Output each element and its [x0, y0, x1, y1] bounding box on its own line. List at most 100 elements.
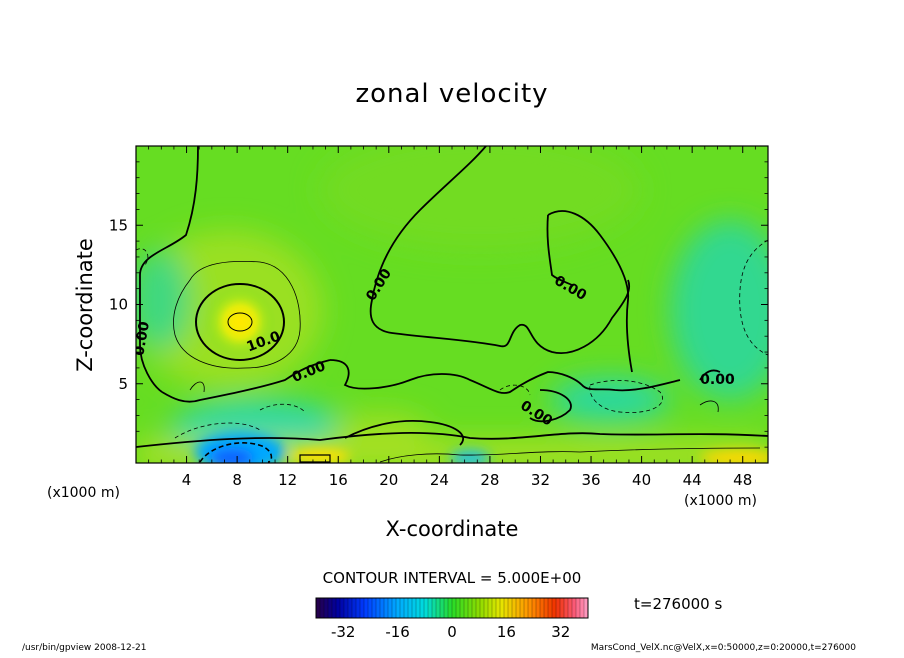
- colorbar-segment: [552, 598, 557, 618]
- colorbar-segment: [456, 598, 461, 618]
- colorbar-segment: [376, 598, 381, 618]
- colorbar-tick-label: -32: [331, 623, 356, 641]
- y-axis-title: Z-coordinate: [73, 238, 97, 372]
- colorbar-tick-label: 32: [551, 623, 570, 641]
- x-axis-ticks: 4 8 12 16 20 24 28 32 36 40 44 48: [148, 146, 756, 489]
- colorbar-segment: [404, 598, 409, 618]
- colorbar-segment: [524, 598, 529, 618]
- colorbar-segment: [512, 598, 517, 618]
- colorbar-segment: [516, 598, 521, 618]
- colorbar-segment: [560, 598, 565, 618]
- colorbar-segment: [528, 598, 533, 618]
- footer-left: /usr/bin/gpview 2008-12-21: [22, 643, 146, 653]
- colorbar-segment: [316, 598, 321, 618]
- colorbar-segment: [372, 598, 377, 618]
- x-tick-label: 36: [581, 471, 600, 489]
- colorbar-segment: [564, 598, 569, 618]
- y-tick-label: 15: [109, 216, 128, 234]
- colorbar-segment: [428, 598, 433, 618]
- colorbar-segment: [324, 598, 329, 618]
- y-axis-unit: (x1000 m): [47, 485, 120, 501]
- contour-label: 0.00: [700, 372, 735, 388]
- colorbar-segment: [468, 598, 473, 618]
- colorbar-segment: [452, 598, 457, 618]
- colorbar-segment: [492, 598, 497, 618]
- colorbar-segment: [496, 598, 501, 618]
- colorbar-segment: [556, 598, 561, 618]
- colorbar-segment: [568, 598, 573, 618]
- colorbar-segment: [476, 598, 481, 618]
- time-label: t=276000 s: [634, 595, 722, 613]
- colorbar-ticks: -32 -16 0 16 32: [331, 623, 570, 641]
- colorbar-segment: [460, 598, 465, 618]
- x-tick-label: 44: [683, 471, 702, 489]
- chart-title: zonal velocity: [355, 79, 548, 109]
- x-tick-label: 40: [632, 471, 651, 489]
- colorbar-segment: [448, 598, 453, 618]
- colorbar-segment: [520, 598, 525, 618]
- y-axis-ticks: 5 10 15: [109, 161, 768, 448]
- colorbar-segment: [480, 598, 485, 618]
- colorbar-segment: [484, 598, 489, 618]
- y-tick-label: 10: [109, 296, 128, 314]
- x-tick-label: 16: [329, 471, 348, 489]
- x-tick-label: 4: [182, 471, 192, 489]
- colorbar-segment: [368, 598, 373, 618]
- colorbar-segment: [584, 598, 589, 618]
- colorbar-segment: [580, 598, 585, 618]
- y-tick-label: 5: [118, 375, 128, 393]
- colorbar-tick-label: -16: [385, 623, 410, 641]
- contour-interval: CONTOUR INTERVAL = 5.000E+00: [323, 569, 582, 587]
- colorbar-segment: [488, 598, 493, 618]
- x-axis-unit: (x1000 m): [684, 493, 757, 509]
- colorbar-segment: [348, 598, 353, 618]
- colorbar-segment: [572, 598, 577, 618]
- colorbar-segment: [500, 598, 505, 618]
- colorbar-segment: [440, 598, 445, 618]
- colorbar-segment: [364, 598, 369, 618]
- colorbar-segment: [436, 598, 441, 618]
- colorbar-segment: [416, 598, 421, 618]
- colorbar-segment: [444, 598, 449, 618]
- colorbar-segment: [328, 598, 333, 618]
- colorbar-frame: [315, 597, 589, 619]
- colorbar-tick-label: 0: [447, 623, 457, 641]
- x-tick-label: 8: [232, 471, 242, 489]
- colorbar-segment: [464, 598, 469, 618]
- colorbar-segment: [548, 598, 553, 618]
- x-tick-label: 12: [278, 471, 297, 489]
- x-tick-label: 20: [379, 471, 398, 489]
- x-tick-label: 48: [733, 471, 752, 489]
- colorbar-segment: [360, 598, 365, 618]
- colorbar-segment: [532, 598, 537, 618]
- colorbar-segment: [392, 598, 397, 618]
- colorbar-segment: [384, 598, 389, 618]
- colorbar-segment: [340, 598, 345, 618]
- colorbar-segment: [576, 598, 581, 618]
- colorbar-segment: [408, 598, 413, 618]
- colorbar-segment: [544, 598, 549, 618]
- colorbar-segment: [336, 598, 341, 618]
- colorbar-segment: [380, 598, 385, 618]
- colorbar-segment: [540, 598, 545, 618]
- colorbar-segment: [432, 598, 437, 618]
- colorbar-segment: [400, 598, 405, 618]
- colorbar-segment: [352, 598, 357, 618]
- x-axis-title: X-coordinate: [386, 517, 519, 541]
- colorbar-segment: [424, 598, 429, 618]
- colorbar-segment: [412, 598, 417, 618]
- x-tick-label: 28: [480, 471, 499, 489]
- colorbar-tick-label: 16: [497, 623, 516, 641]
- colorbar-segment: [332, 598, 337, 618]
- colorbar: [315, 598, 589, 618]
- colorbar-segment: [504, 598, 509, 618]
- colorbar-segment: [344, 598, 349, 618]
- colorbar-segment: [472, 598, 477, 618]
- colorbar-segment: [356, 598, 361, 618]
- colorbar-segment: [320, 598, 325, 618]
- colorbar-segment: [508, 598, 513, 618]
- colorbar-segment: [388, 598, 393, 618]
- colorbar-segment: [420, 598, 425, 618]
- x-tick-label: 24: [430, 471, 449, 489]
